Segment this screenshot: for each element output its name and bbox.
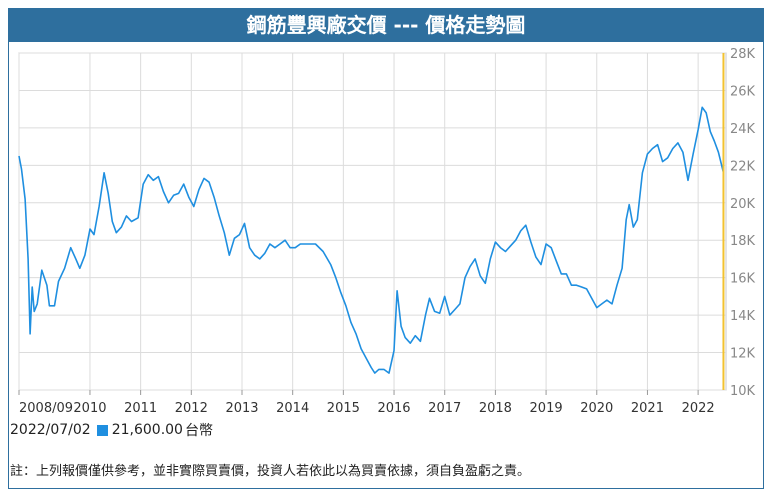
x-tick-label: 2022: [682, 401, 715, 416]
plot-area: [18, 52, 727, 391]
readout-date: 2022/07/02: [10, 422, 91, 438]
y-tick-label: 16K: [730, 272, 756, 287]
y-tick-label: 10K: [730, 384, 756, 399]
readout-value: 21,600.00: [111, 422, 183, 438]
y-tick-label: 20K: [730, 197, 756, 212]
x-tick-label: 2020: [580, 401, 613, 416]
readout-unit: 台幣: [184, 423, 213, 439]
x-tick-label: 2014: [276, 401, 309, 416]
x-tick-label: 2013: [225, 401, 258, 416]
price-series-line: [18, 106, 725, 374]
x-tick-label: 2010: [73, 401, 106, 416]
y-tick-label: 28K: [730, 47, 756, 62]
x-tick-label: 2016: [377, 401, 410, 416]
series-swatch-icon: [96, 424, 108, 436]
chart-frame: 鋼筋豐興廠交價 --- 價格走勢圖: [8, 8, 764, 489]
y-tick-label: 18K: [730, 234, 756, 249]
x-tick-label: 2012: [175, 401, 208, 416]
x-tick-label: 2018: [479, 401, 512, 416]
x-tick-label: 2008/09: [19, 401, 73, 416]
y-tick-label: 26K: [730, 84, 756, 99]
y-tick-label: 22K: [730, 159, 756, 174]
x-tick-label: 2015: [327, 401, 360, 416]
disclaimer-note: 註：上列報價僅供參考，並非實際買賣價，投資人若依此以為買賣依據，須自負盈虧之責。: [10, 464, 531, 479]
y-tick-label: 24K: [730, 122, 756, 137]
x-tick-label: 2011: [124, 401, 157, 416]
chart-title: 鋼筋豐興廠交價 --- 價格走勢圖: [9, 9, 763, 42]
x-tick-label: 2021: [631, 401, 664, 416]
y-tick-label: 14K: [730, 309, 756, 324]
x-tick-label: 2017: [428, 401, 461, 416]
y-tick-label: 12K: [730, 347, 756, 362]
price-readout: 2022/07/02 21,600.00 台幣: [10, 420, 213, 440]
x-tick-label: 2019: [530, 401, 563, 416]
